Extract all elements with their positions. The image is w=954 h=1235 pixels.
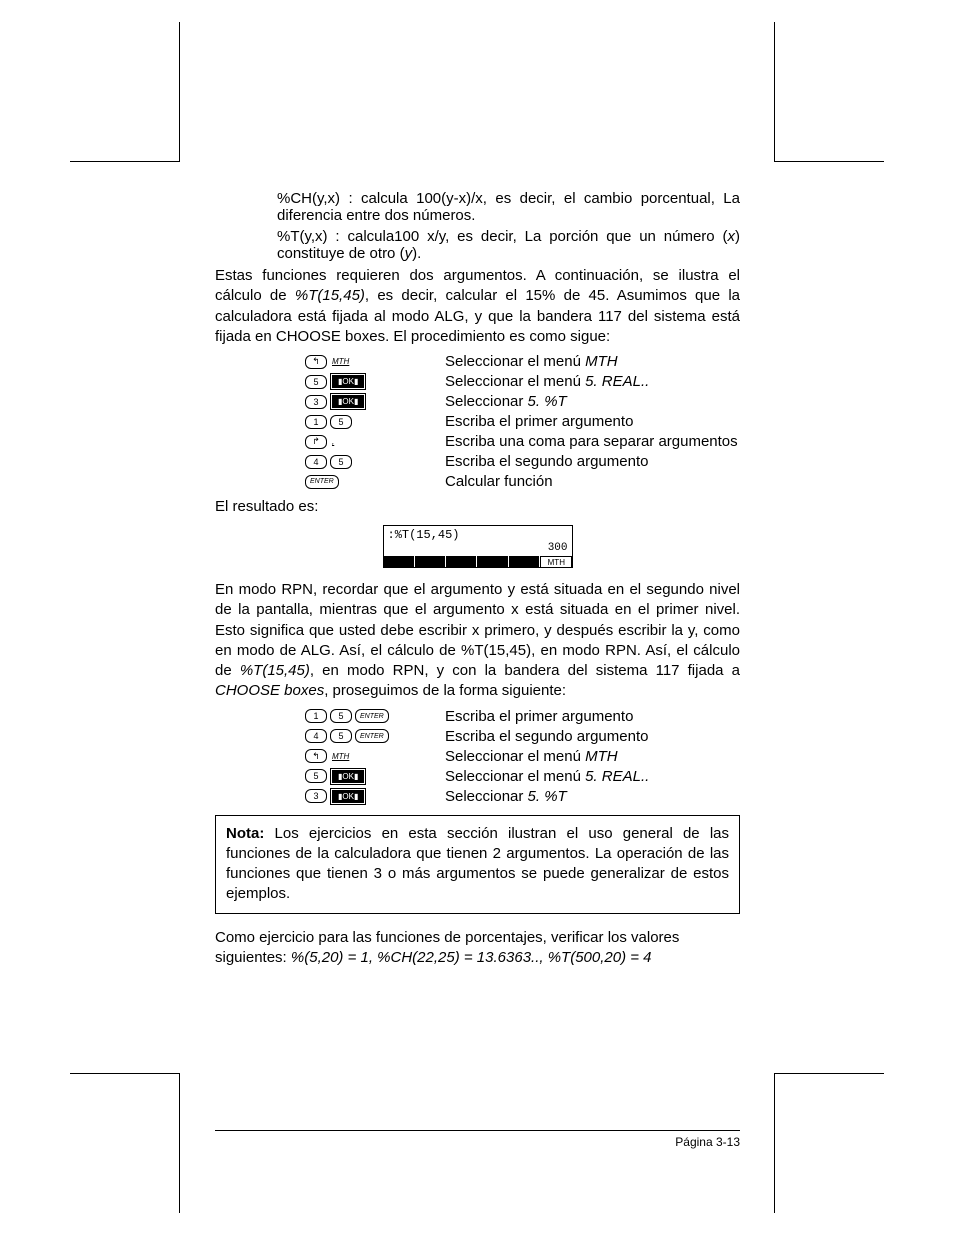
rpn-it1: %T(15,45)	[240, 662, 310, 679]
calc-value: 300	[384, 542, 572, 556]
calc-menu-blank	[509, 556, 540, 567]
page-footer: Página 3-13	[215, 1130, 740, 1149]
intro-paragraph: Estas funciones requieren dos argumentos…	[215, 266, 740, 347]
procedure-alg: ↰MTH Seleccionar el menú MTH 5▮OK▮ Selec…	[305, 353, 740, 490]
note-box: Nota: Los ejercicios en esta sección ilu…	[215, 815, 740, 914]
calc-key: 3	[305, 789, 327, 803]
rpn-c: , proseguimos de la forma siguiente:	[324, 682, 566, 699]
procedure-row: 5▮OK▮ Seleccionar el menú 5. REAL..	[305, 768, 740, 785]
procedure-row: 5▮OK▮ Seleccionar el menú 5. REAL..	[305, 373, 740, 390]
crop-mark-tr	[774, 22, 884, 162]
def-t-c: ).	[412, 245, 421, 262]
calc-key: 3	[305, 395, 327, 409]
procedure-row: 15ENTER Escriba el primer argumento	[305, 708, 740, 725]
calc-key: 5	[305, 375, 327, 389]
rpn-b: , en modo RPN, y con la bandera del sist…	[310, 662, 740, 679]
def-t-a: %T(y,x) : calcula100 x/y, es decir, La p…	[277, 228, 728, 245]
procedure-keys: ↱,	[305, 435, 445, 449]
procedure-row: 45ENTER Escriba el segundo argumento	[305, 728, 740, 745]
procedure-row: 3▮OK▮ Seleccionar 5. %T	[305, 788, 740, 805]
exercise-paragraph: Como ejercicio para las funciones de por…	[215, 928, 740, 969]
crop-mark-tl	[70, 22, 180, 162]
procedure-desc: Calcular función	[445, 473, 553, 490]
procedure-desc: Seleccionar 5. %T	[445, 788, 567, 805]
calc-key: 1	[305, 709, 327, 723]
shift-key: ↰	[305, 355, 327, 369]
exercise-values: %(5,20) = 1, %CH(22,25) = 13.6363.., %T(…	[291, 949, 652, 966]
procedure-keys: 15	[305, 415, 445, 429]
calc-menu-blank	[477, 556, 508, 567]
key-label: MTH	[332, 357, 349, 366]
enter-key: ENTER	[355, 709, 389, 723]
shift-key: ↱	[305, 435, 327, 449]
calc-key: 5	[305, 769, 327, 783]
procedure-row: 15 Escriba el primer argumento	[305, 413, 740, 430]
procedure-desc: Seleccionar el menú MTH	[445, 748, 618, 765]
shift-key: ↰	[305, 749, 327, 763]
result-label: El resultado es:	[215, 498, 740, 515]
procedure-row: ↱, Escriba una coma para separar argumen…	[305, 433, 740, 450]
crop-mark-bl	[70, 1073, 180, 1213]
note-body: Los ejercicios en esta sección ilustran …	[226, 825, 729, 903]
procedure-row: 3▮OK▮ Seleccionar 5. %T	[305, 393, 740, 410]
procedure-keys: 5▮OK▮	[305, 768, 445, 785]
calc-menu-blank	[446, 556, 477, 567]
calc-key: 5	[330, 729, 352, 743]
rpn-it2: CHOOSE boxes	[215, 682, 324, 699]
page-content: %CH(y,x) : calcula 100(y-x)/x, es decir,…	[215, 190, 740, 974]
procedure-row: 45 Escriba el segundo argumento	[305, 453, 740, 470]
procedure-keys: 45	[305, 455, 445, 469]
calc-screen: :%T(15,45) 300 MTH	[383, 525, 573, 568]
def-t-y: y	[405, 245, 413, 262]
softkey: ▮OK▮	[330, 768, 366, 785]
calc-key: 1	[305, 415, 327, 429]
key-label: ,	[332, 437, 334, 446]
procedure-keys: 3▮OK▮	[305, 393, 445, 410]
procedure-keys: 5▮OK▮	[305, 373, 445, 390]
procedure-desc: Escriba el segundo argumento	[445, 728, 648, 745]
procedure-row: ↰ MTH Seleccionar el menú MTH	[305, 353, 740, 370]
calc-key: 5	[330, 709, 352, 723]
softkey: ▮OK▮	[330, 373, 366, 390]
procedure-desc: Seleccionar el menú 5. REAL..	[445, 373, 649, 390]
procedure-keys: ↰ MTH	[305, 355, 445, 369]
softkey: ▮OK▮	[330, 788, 366, 805]
note-label: Nota:	[226, 825, 264, 842]
enter-key: ENTER	[305, 475, 339, 489]
procedure-desc: Seleccionar 5. %T	[445, 393, 567, 410]
procedure-desc: Escriba el segundo argumento	[445, 453, 648, 470]
procedure-keys: 3▮OK▮	[305, 788, 445, 805]
procedure-row: ↰ MTH Seleccionar el menú MTH	[305, 748, 740, 765]
calc-menu-blank	[384, 556, 415, 567]
procedure-desc: Escriba el primer argumento	[445, 708, 633, 725]
procedure-desc: Seleccionar el menú MTH	[445, 353, 618, 370]
intro-it: %T(15,45)	[295, 287, 365, 304]
calc-expr: :%T(15,45)	[388, 528, 460, 542]
page-number: Página 3-13	[675, 1135, 740, 1149]
procedure-keys: ENTER	[305, 475, 445, 489]
procedure-rpn: 15ENTER Escriba el primer argumento 45EN…	[305, 708, 740, 805]
key-label: MTH	[332, 752, 349, 761]
procedure-keys: 15ENTER	[305, 709, 445, 723]
enter-key: ENTER	[355, 729, 389, 743]
calc-menu-blank	[415, 556, 446, 567]
procedure-desc: Escriba una coma para separar argumentos	[445, 433, 738, 450]
calc-key: 5	[330, 415, 352, 429]
calc-key: 4	[305, 455, 327, 469]
def-t: %T(y,x) : calcula100 x/y, es decir, La p…	[277, 228, 740, 262]
procedure-keys: ↰ MTH	[305, 749, 445, 763]
procedure-desc: Escriba el primer argumento	[445, 413, 633, 430]
def-ch: %CH(y,x) : calcula 100(y-x)/x, es decir,…	[277, 190, 740, 224]
procedure-row: ENTER Calcular función	[305, 473, 740, 490]
procedure-keys: 45ENTER	[305, 729, 445, 743]
rpn-paragraph: En modo RPN, recordar que el argumento y…	[215, 580, 740, 702]
calc-key: 5	[330, 455, 352, 469]
softkey: ▮OK▮	[330, 393, 366, 410]
def-t-x: x	[728, 228, 736, 245]
calc-softmenu: MTH	[384, 556, 572, 567]
procedure-desc: Seleccionar el menú 5. REAL..	[445, 768, 649, 785]
calc-key: 4	[305, 729, 327, 743]
calc-menu-mth: MTH	[540, 556, 571, 567]
crop-mark-br	[774, 1073, 884, 1213]
